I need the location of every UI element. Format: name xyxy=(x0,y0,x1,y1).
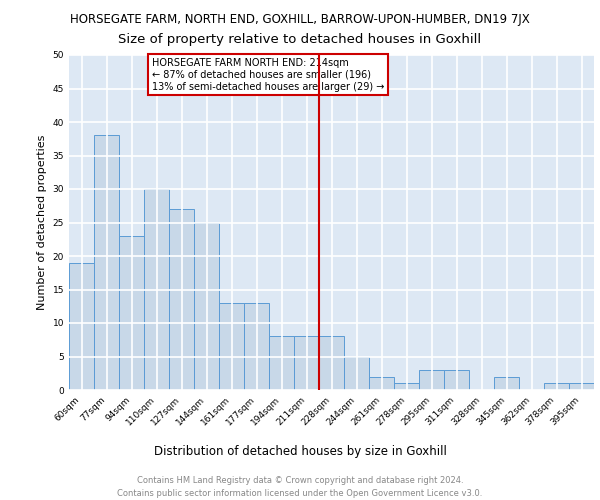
Bar xyxy=(94,136,119,390)
Bar xyxy=(244,303,269,390)
Bar xyxy=(169,209,194,390)
Bar xyxy=(444,370,469,390)
Bar xyxy=(144,189,169,390)
Bar xyxy=(544,384,569,390)
Bar xyxy=(394,384,419,390)
Bar xyxy=(419,370,444,390)
Text: Distribution of detached houses by size in Goxhill: Distribution of detached houses by size … xyxy=(154,444,446,458)
Text: HORSEGATE FARM NORTH END: 214sqm
← 87% of detached houses are smaller (196)
13% : HORSEGATE FARM NORTH END: 214sqm ← 87% o… xyxy=(151,58,384,92)
Bar xyxy=(194,222,219,390)
Text: Contains HM Land Registry data © Crown copyright and database right 2024.
Contai: Contains HM Land Registry data © Crown c… xyxy=(118,476,482,498)
Bar xyxy=(369,376,394,390)
Text: Size of property relative to detached houses in Goxhill: Size of property relative to detached ho… xyxy=(118,32,482,46)
Bar xyxy=(494,376,519,390)
Text: HORSEGATE FARM, NORTH END, GOXHILL, BARROW-UPON-HUMBER, DN19 7JX: HORSEGATE FARM, NORTH END, GOXHILL, BARR… xyxy=(70,12,530,26)
Bar xyxy=(319,336,344,390)
Bar xyxy=(294,336,319,390)
Bar xyxy=(69,262,94,390)
Bar xyxy=(344,356,369,390)
Bar xyxy=(569,384,594,390)
Y-axis label: Number of detached properties: Number of detached properties xyxy=(37,135,47,310)
Bar xyxy=(219,303,244,390)
Bar xyxy=(269,336,294,390)
Bar xyxy=(119,236,144,390)
